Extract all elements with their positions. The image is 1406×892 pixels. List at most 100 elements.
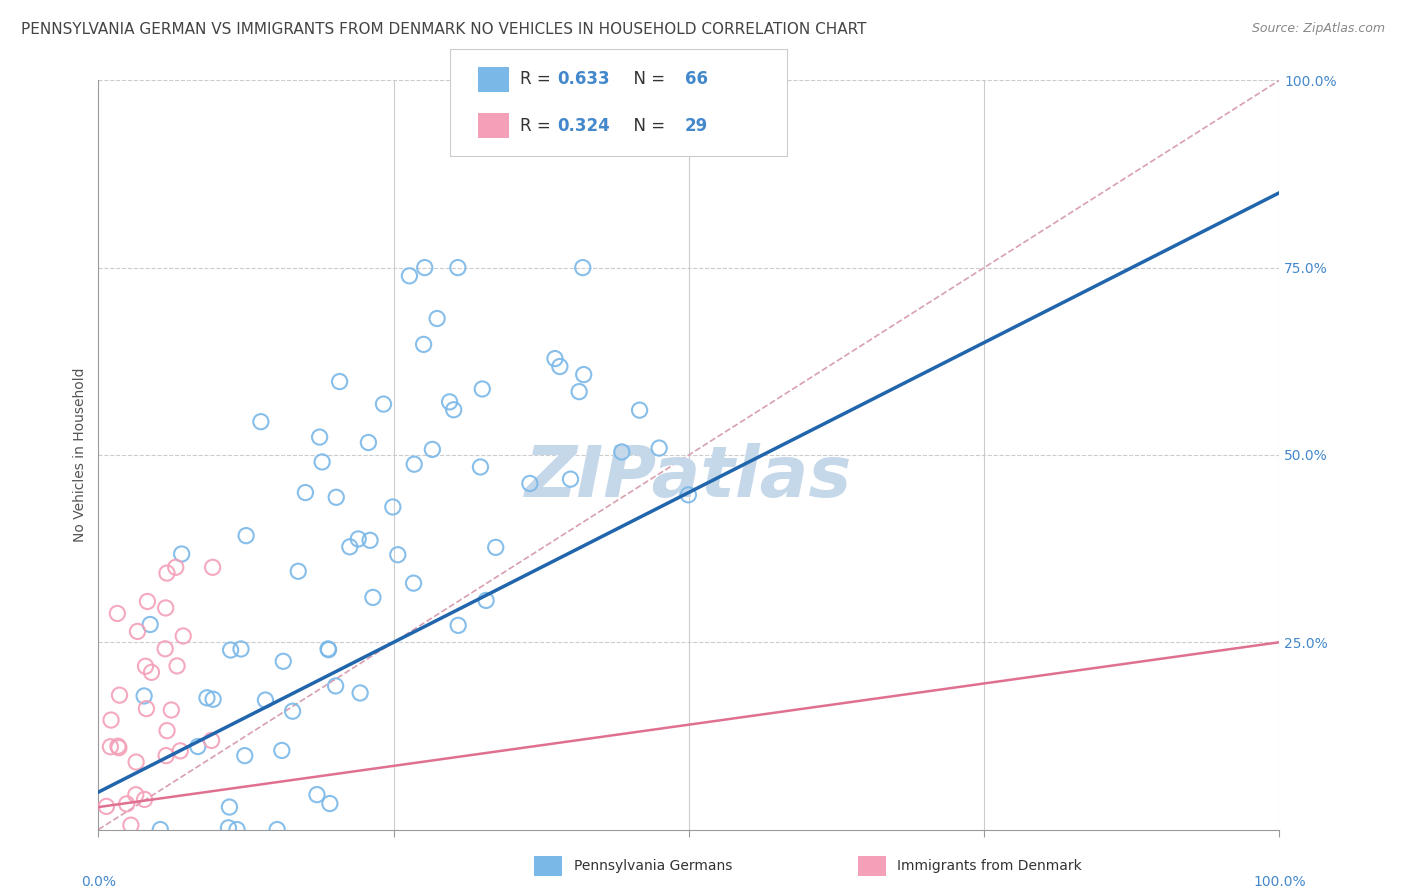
Point [155, 601, 177, 615]
Point [170, 547, 193, 561]
Text: N =: N = [623, 70, 671, 88]
Text: 0.633: 0.633 [557, 70, 609, 88]
Point [153, 641, 176, 656]
Point [412, 337, 434, 351]
Point [235, 528, 257, 542]
Point [571, 260, 593, 275]
Point [149, 822, 172, 837]
Point [422, 442, 444, 457]
Text: R =: R = [520, 117, 557, 135]
Point [120, 818, 142, 832]
Point [100, 713, 122, 727]
Point [447, 260, 470, 275]
Point [218, 800, 240, 814]
Point [648, 441, 671, 455]
Text: R =: R = [520, 70, 557, 88]
Point [141, 665, 163, 680]
Point [281, 704, 304, 718]
Point [134, 792, 156, 806]
Point [311, 455, 333, 469]
Point [96, 799, 118, 814]
Text: N =: N = [623, 117, 671, 135]
Point [485, 541, 508, 555]
Point [544, 351, 567, 366]
Text: Immigrants from Denmark: Immigrants from Denmark [897, 859, 1081, 873]
Point [572, 368, 595, 382]
Text: 66: 66 [685, 70, 707, 88]
Point [226, 822, 249, 837]
Point [316, 641, 339, 656]
Text: 29: 29 [685, 117, 709, 135]
Point [447, 618, 470, 632]
Point [107, 739, 129, 754]
Point [270, 743, 292, 757]
Point [233, 748, 256, 763]
Y-axis label: No Vehicles in Household: No Vehicles in Household [73, 368, 87, 542]
Point [156, 723, 179, 738]
Point [155, 748, 177, 763]
Point [169, 744, 191, 758]
Text: 0.324: 0.324 [557, 117, 610, 135]
Point [318, 642, 340, 657]
Text: 0.0%: 0.0% [82, 874, 115, 888]
Point [308, 430, 330, 444]
Point [519, 476, 541, 491]
Point [139, 617, 162, 632]
Point [325, 679, 347, 693]
Point [156, 566, 179, 580]
Point [105, 607, 128, 621]
Point [359, 533, 381, 548]
Text: Source: ZipAtlas.com: Source: ZipAtlas.com [1251, 22, 1385, 36]
Point [471, 382, 494, 396]
Point [266, 822, 288, 837]
Point [319, 797, 342, 811]
Point [387, 548, 409, 562]
Point [136, 594, 159, 608]
Point [443, 402, 465, 417]
Point [413, 260, 436, 275]
Point [195, 690, 218, 705]
Point [250, 415, 273, 429]
Point [217, 821, 239, 835]
Point [294, 485, 316, 500]
Point [100, 739, 122, 754]
Point [470, 460, 492, 475]
Text: Pennsylvania Germans: Pennsylvania Germans [574, 859, 733, 873]
Point [628, 403, 651, 417]
Point [325, 490, 347, 504]
Point [254, 693, 277, 707]
Point [339, 540, 361, 554]
Point [404, 457, 426, 471]
Text: PENNSYLVANIA GERMAN VS IMMIGRANTS FROM DENMARK NO VEHICLES IN HOUSEHOLD CORRELAT: PENNSYLVANIA GERMAN VS IMMIGRANTS FROM D… [21, 22, 866, 37]
Point [357, 435, 380, 450]
Text: 100.0%: 100.0% [1253, 874, 1306, 888]
Point [200, 733, 222, 747]
Point [202, 692, 225, 706]
Point [610, 445, 633, 459]
Point [347, 532, 370, 546]
Point [187, 739, 209, 754]
Point [229, 642, 252, 657]
Point [132, 689, 155, 703]
Point [172, 629, 194, 643]
Point [271, 654, 294, 668]
Point [373, 397, 395, 411]
Point [381, 500, 404, 514]
Point [305, 788, 328, 802]
Point [568, 384, 591, 399]
Point [361, 591, 384, 605]
Point [165, 560, 187, 574]
Point [219, 643, 242, 657]
Point [127, 624, 149, 639]
Point [108, 688, 131, 702]
Point [426, 311, 449, 326]
Point [115, 797, 138, 811]
Point [560, 472, 582, 486]
Point [475, 593, 498, 607]
Point [160, 703, 183, 717]
Point [166, 659, 188, 673]
Point [201, 560, 224, 574]
Text: ZIPatlas: ZIPatlas [526, 443, 852, 512]
Point [125, 755, 148, 769]
Point [678, 488, 700, 502]
